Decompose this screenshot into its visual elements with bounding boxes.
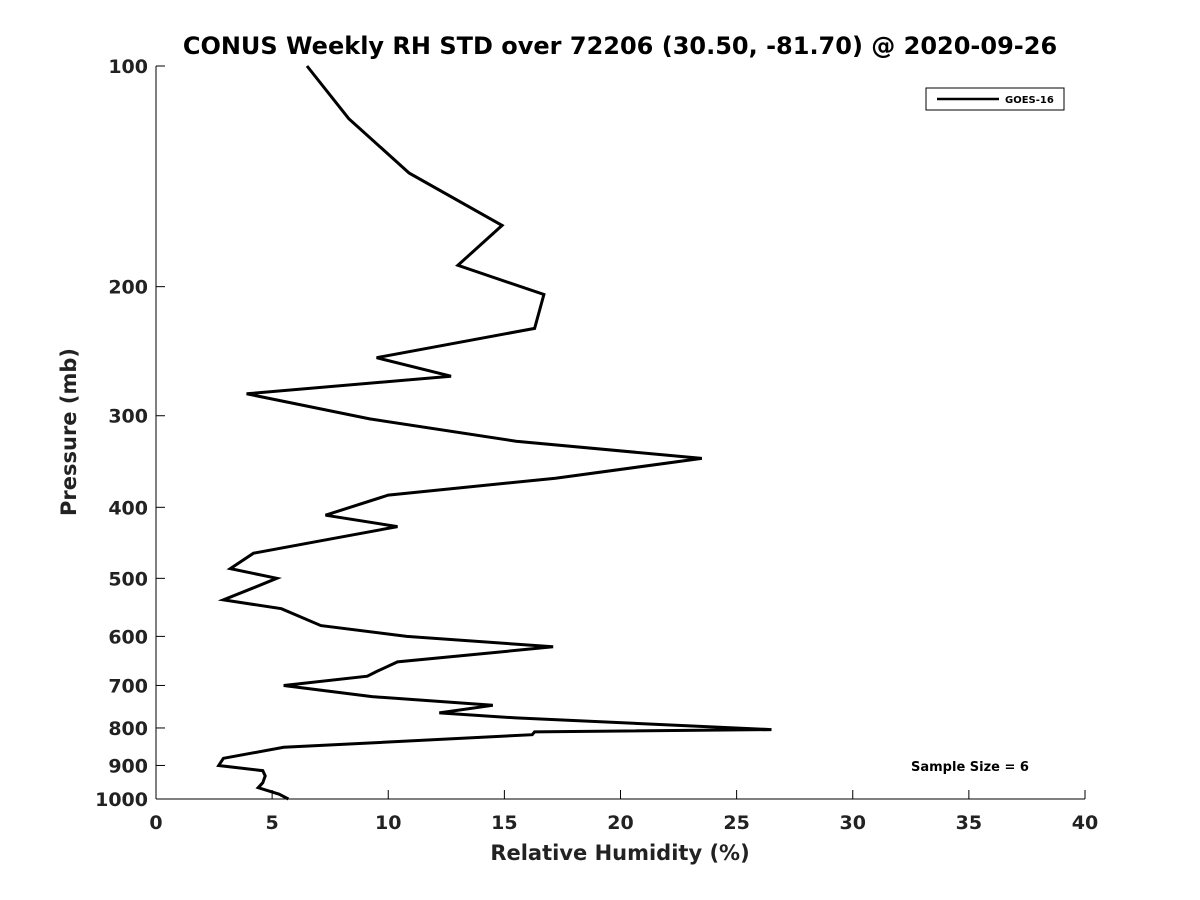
y-tick-label: 700: [108, 675, 148, 697]
y-tick-label: 500: [108, 568, 148, 590]
legend-entry-label: GOES-16: [1005, 95, 1054, 106]
x-tick-label: 10: [375, 812, 401, 834]
y-tick-label: 300: [108, 406, 148, 428]
y-tick-label: 100: [108, 56, 148, 78]
legend: GOES-16: [925, 87, 1065, 111]
y-axis-label: Pressure (mb): [57, 348, 81, 516]
chart-title: CONUS Weekly RH STD over 72206 (30.50, -…: [183, 32, 1057, 60]
y-axis-ticks: 100 200 300 400 500 600 700 800 900 1000: [95, 56, 165, 811]
y-tick-label: 1000: [95, 789, 148, 811]
series-line-goes-16: [216, 65, 772, 801]
y-tick-label: 900: [108, 755, 148, 777]
y-tick-label: 200: [108, 277, 148, 299]
plot-area: 0 5 10 15 20 25 30 35 40 100 200 300 400 500 600 700 80…: [95, 56, 1098, 834]
x-axis-ticks: 0 5 10 15 20 25 30 35 40: [149, 790, 1098, 834]
series-layer: [216, 65, 772, 801]
x-tick-label: 0: [149, 812, 162, 834]
y-tick-label: 400: [108, 497, 148, 519]
y-tick-label: 800: [108, 718, 148, 740]
x-tick-label: 40: [1072, 812, 1098, 834]
x-tick-label: 15: [491, 812, 517, 834]
x-tick-label: 25: [723, 812, 749, 834]
y-tick-label: 600: [108, 626, 148, 648]
x-tick-label: 35: [956, 812, 982, 834]
x-tick-label: 20: [607, 812, 633, 834]
x-tick-label: 30: [840, 812, 866, 834]
sample-size-annotation: Sample Size = 6: [911, 760, 1029, 775]
x-tick-label: 5: [266, 812, 279, 834]
x-axis-label: Relative Humidity (%): [490, 841, 749, 865]
